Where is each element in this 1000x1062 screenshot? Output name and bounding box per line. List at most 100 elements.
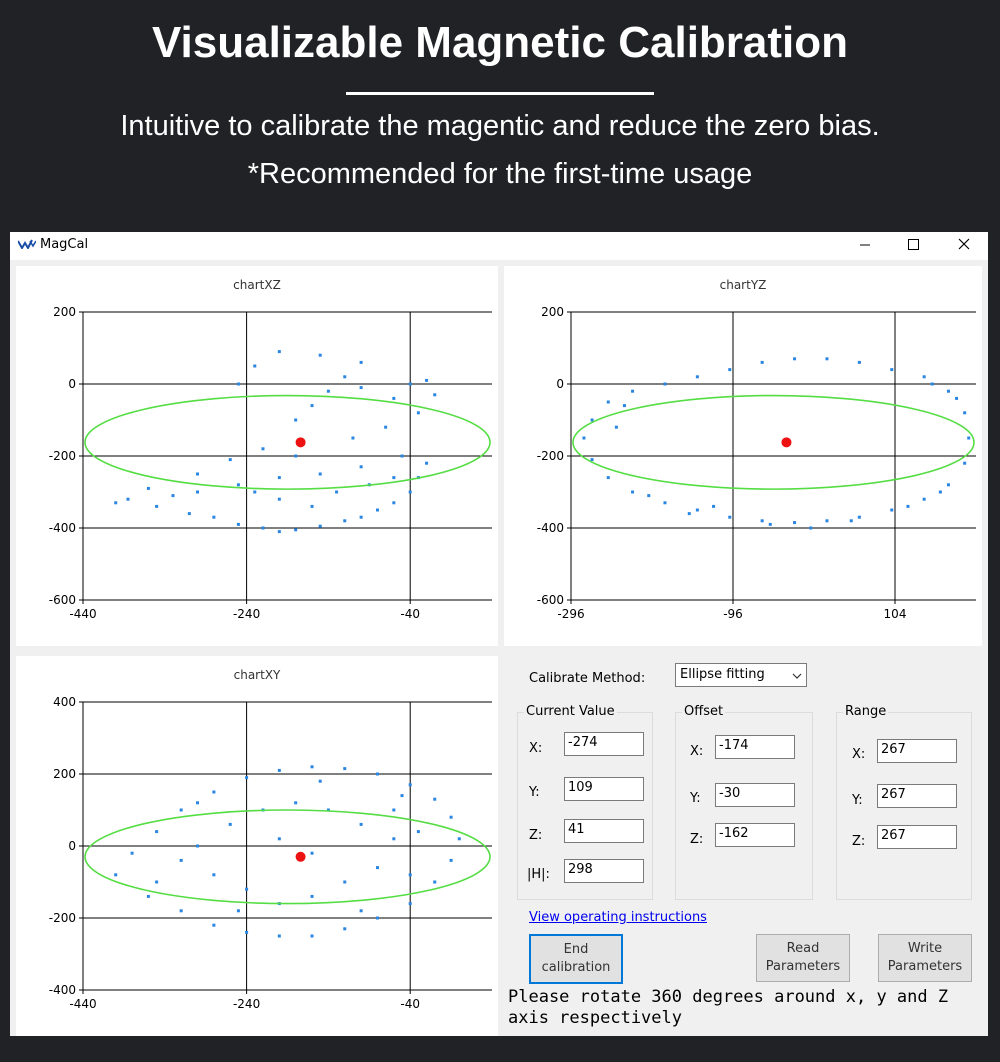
data-point <box>408 873 412 877</box>
x-tick-label: -240 <box>233 997 260 1011</box>
read-parameters-button[interactable]: Read Parameters <box>756 934 850 982</box>
data-point <box>310 894 314 898</box>
data-point <box>768 522 772 526</box>
range-y-field[interactable]: 267 <box>877 784 957 808</box>
current-z-field[interactable]: 41 <box>564 819 644 843</box>
offset-title: Offset <box>682 704 726 719</box>
data-point <box>126 497 130 501</box>
range-x-field[interactable]: 267 <box>877 739 957 763</box>
data-point <box>425 461 429 465</box>
x-tick-label: -96 <box>723 607 743 621</box>
title-bar[interactable]: MagCal <box>10 232 988 260</box>
y-tick-label: 200 <box>53 305 76 319</box>
data-point <box>825 519 829 523</box>
data-point <box>760 360 764 364</box>
data-point <box>963 461 967 465</box>
data-point <box>236 382 240 386</box>
offset-x-field[interactable]: -174 <box>715 735 795 759</box>
minimize-button[interactable] <box>842 232 888 260</box>
calibrate-method-select[interactable]: Ellipse fitting <box>675 663 807 687</box>
data-point <box>375 866 379 870</box>
data-point <box>922 375 926 379</box>
current-x-label: X: <box>529 741 543 756</box>
offset-y-field[interactable]: -30 <box>715 783 795 807</box>
data-point <box>408 382 412 386</box>
status-line-1: Please rotate 360 degrees around x, y an… <box>508 987 949 1007</box>
data-point <box>392 396 396 400</box>
offset-z-field[interactable]: -162 <box>715 823 795 847</box>
data-point <box>179 909 183 913</box>
data-point <box>277 497 281 501</box>
data-point <box>663 501 667 505</box>
data-point <box>906 504 910 508</box>
data-point <box>236 522 240 526</box>
data-point <box>277 768 281 772</box>
data-point <box>318 472 322 476</box>
data-point <box>930 382 934 386</box>
data-point <box>392 476 396 480</box>
data-point <box>310 851 314 855</box>
write-parameters-button[interactable]: Write Parameters <box>878 934 972 982</box>
data-point <box>155 504 159 508</box>
data-point <box>310 934 314 938</box>
data-point <box>408 902 412 906</box>
end-calibration-button[interactable]: End calibration <box>529 934 623 984</box>
end-calibration-label-1: End <box>563 942 589 957</box>
offset-center-point <box>295 437 306 448</box>
offset-group: Offset <box>675 704 813 900</box>
banner-subtitle: Intuitive to calibrate the magentic and … <box>120 110 880 142</box>
data-point <box>277 350 281 354</box>
y-tick-label: 0 <box>68 839 76 853</box>
data-point <box>155 830 159 834</box>
data-point <box>318 524 322 528</box>
data-point <box>114 501 118 505</box>
current-z-label: Z: <box>529 828 543 843</box>
current-h-field[interactable]: 298 <box>564 859 644 883</box>
x-tick-label: -440 <box>69 997 96 1011</box>
data-point <box>946 483 950 487</box>
chart-yz: -296 -96 104 200 0 -200 -400 -600 <box>537 305 976 621</box>
range-x-label: X: <box>852 747 866 762</box>
data-point <box>375 916 379 920</box>
current-h-label: |H|: <box>527 867 550 882</box>
data-point <box>359 909 363 913</box>
data-point <box>825 357 829 361</box>
data-point <box>318 353 322 357</box>
data-point <box>187 512 191 516</box>
data-point <box>695 508 699 512</box>
data-point <box>196 844 200 848</box>
data-point <box>359 465 363 469</box>
data-point <box>922 497 926 501</box>
y-tick-label: -200 <box>49 449 76 463</box>
maximize-icon <box>908 239 919 250</box>
data-point <box>277 934 281 938</box>
current-x-field[interactable]: -274 <box>564 732 644 756</box>
calibrate-method-label: Calibrate Method: <box>529 671 646 686</box>
data-point <box>384 425 388 429</box>
y-tick-label: -200 <box>49 911 76 925</box>
range-group: Range <box>836 704 972 900</box>
data-point <box>261 526 265 530</box>
data-point <box>245 930 249 934</box>
data-point <box>253 490 257 494</box>
current-y-field[interactable]: 109 <box>564 777 644 801</box>
calibrate-method-value: Ellipse fitting <box>680 667 765 682</box>
data-point <box>294 528 298 532</box>
offset-center-point <box>295 851 306 862</box>
status-line-2: axis respectively <box>508 1008 682 1028</box>
data-point <box>728 515 732 519</box>
data-point <box>179 858 183 862</box>
data-point <box>631 490 635 494</box>
data-point <box>433 797 437 801</box>
data-point <box>343 880 347 884</box>
view-instructions-link[interactable]: View operating instructions <box>529 910 707 925</box>
maximize-button[interactable] <box>890 232 936 260</box>
data-point <box>155 880 159 884</box>
data-point <box>196 472 200 476</box>
banner-divider <box>346 92 654 95</box>
range-z-field[interactable]: 267 <box>877 825 957 849</box>
data-point <box>590 418 594 422</box>
close-button[interactable] <box>940 232 986 260</box>
data-point <box>392 501 396 505</box>
data-point <box>967 436 971 440</box>
